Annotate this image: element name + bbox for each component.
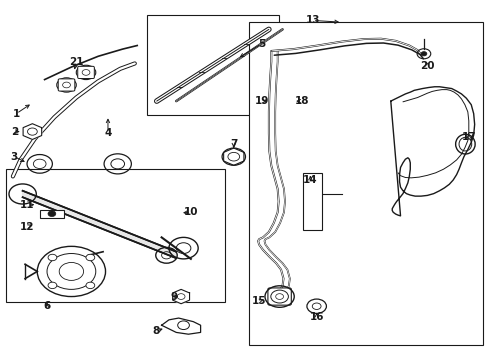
Text: 3: 3 bbox=[11, 152, 18, 162]
Text: 6: 6 bbox=[43, 301, 51, 311]
Bar bbox=[40, 210, 64, 218]
Bar bbox=[249, 22, 483, 345]
Text: 17: 17 bbox=[461, 132, 475, 142]
Text: 7: 7 bbox=[230, 139, 237, 149]
Text: 19: 19 bbox=[254, 96, 268, 106]
Text: 5: 5 bbox=[257, 39, 264, 49]
Text: 11: 11 bbox=[20, 200, 35, 210]
Polygon shape bbox=[161, 318, 200, 334]
FancyBboxPatch shape bbox=[267, 288, 291, 305]
Text: 2: 2 bbox=[11, 127, 18, 136]
Text: 18: 18 bbox=[294, 96, 308, 106]
Text: 10: 10 bbox=[183, 207, 198, 217]
Bar bbox=[5, 169, 224, 302]
Circle shape bbox=[48, 254, 57, 261]
Text: 9: 9 bbox=[170, 292, 177, 302]
Circle shape bbox=[48, 282, 57, 289]
Text: 15: 15 bbox=[251, 296, 266, 306]
Polygon shape bbox=[23, 124, 41, 139]
Text: 12: 12 bbox=[20, 222, 35, 231]
Text: 4: 4 bbox=[104, 129, 111, 138]
FancyBboxPatch shape bbox=[78, 66, 94, 78]
Text: 1: 1 bbox=[13, 109, 20, 119]
Text: 20: 20 bbox=[419, 61, 434, 71]
Polygon shape bbox=[22, 191, 176, 258]
Text: 8: 8 bbox=[152, 326, 159, 336]
Text: 14: 14 bbox=[303, 175, 317, 185]
Bar bbox=[303, 173, 321, 230]
Bar bbox=[147, 15, 278, 116]
Text: 21: 21 bbox=[69, 57, 83, 67]
Polygon shape bbox=[172, 289, 189, 304]
Text: 16: 16 bbox=[309, 312, 323, 322]
Circle shape bbox=[48, 211, 56, 217]
Polygon shape bbox=[223, 148, 244, 165]
Circle shape bbox=[86, 254, 95, 261]
FancyBboxPatch shape bbox=[58, 79, 75, 91]
Text: 13: 13 bbox=[305, 15, 319, 26]
Circle shape bbox=[86, 282, 95, 289]
Circle shape bbox=[420, 51, 426, 56]
